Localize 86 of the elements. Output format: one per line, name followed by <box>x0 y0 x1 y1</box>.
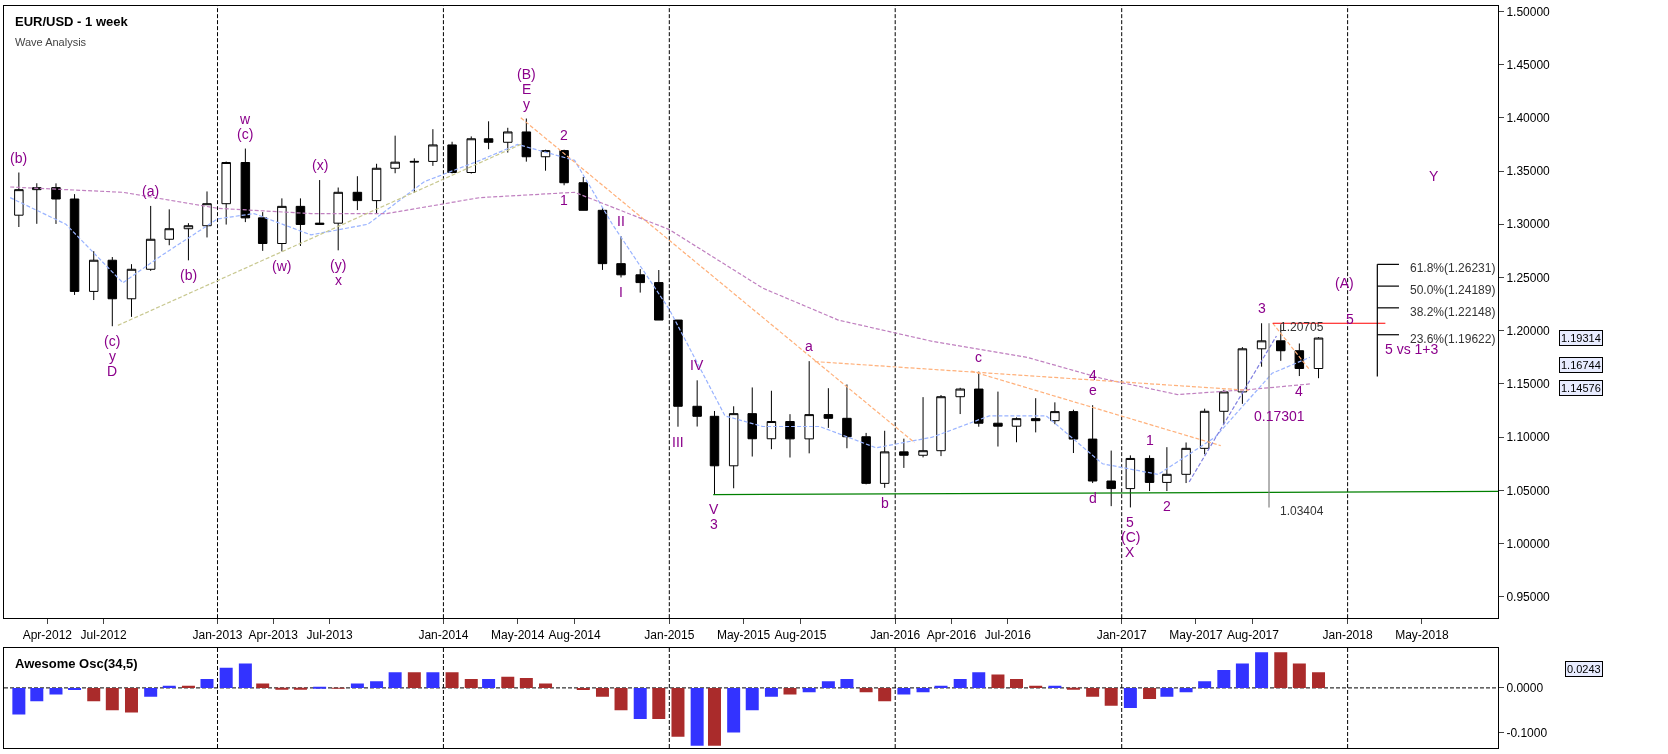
annotation: 5 <box>1126 514 1134 530</box>
annotation: 23.6%(1.19622) <box>1410 332 1496 346</box>
annotation: D <box>107 363 118 379</box>
x-tick-label: Apr-2016 <box>926 627 977 642</box>
annotation: 4 <box>1295 383 1303 399</box>
annotation: IV <box>690 357 704 373</box>
x-tick-label: Jan-2013 <box>192 627 243 642</box>
y-tick-label: 1.00000 <box>1506 536 1551 551</box>
y-tick-label: 0.95000 <box>1506 590 1551 605</box>
y-tick-label: 1.50000 <box>1506 4 1551 19</box>
annotation: II <box>617 213 625 229</box>
y-tick-label: 1.40000 <box>1506 110 1551 125</box>
annotation: 1 <box>1146 432 1154 448</box>
x-tick-label: Apr-2013 <box>248 627 299 642</box>
annotation: x <box>335 272 342 288</box>
y-tick-label: 0.0000 <box>1506 681 1544 696</box>
y-tick-label: 1.45000 <box>1506 57 1551 72</box>
annotation: X <box>1125 544 1135 560</box>
annotation: III <box>672 434 684 450</box>
annotation: I <box>619 284 623 300</box>
x-tick-label: Jul-2016 <box>984 627 1032 642</box>
x-tick-label: May-2015 <box>716 627 771 642</box>
annotation: (a) <box>142 183 160 199</box>
annotation: (A) <box>1335 275 1354 291</box>
annotation: b <box>881 495 889 511</box>
x-tick-label: May-2014 <box>490 627 545 642</box>
annotation: d <box>1089 490 1097 506</box>
text: Awesome Osc(34,5) <box>15 656 138 671</box>
annotation: Y <box>1429 168 1439 184</box>
x-tick-label: Aug-2014 <box>548 627 601 642</box>
annotation: 4 <box>1089 367 1097 383</box>
y-tick-label: 1.30000 <box>1506 217 1551 232</box>
x-tick-label: Apr-2012 <box>22 627 73 642</box>
annotation: 1.20705 <box>1280 320 1324 334</box>
annotation: 3 <box>710 516 718 532</box>
annotation: 38.2%(1.22148) <box>1410 305 1496 319</box>
annotation: E <box>522 81 532 97</box>
x-tick-label: May-2018 <box>1395 627 1449 642</box>
annotation: (C) <box>1121 529 1141 545</box>
annotation: (w) <box>272 258 292 274</box>
annotation: (B) <box>517 66 536 82</box>
annotation: (b) <box>180 267 198 283</box>
text: Wave Analysis <box>15 36 87 48</box>
text: EUR/USD - 1 week <box>15 14 129 29</box>
annotation: 61.8%(1.26231) <box>1410 261 1496 275</box>
x-tick-label: Jul-2012 <box>80 627 127 642</box>
y-tick-label: 1.15000 <box>1506 377 1551 392</box>
annotation: 2 <box>560 127 568 143</box>
annotation: (b) <box>10 150 28 166</box>
y-tick-label: -0.1000 <box>1506 725 1548 740</box>
annotation: y <box>109 348 116 364</box>
annotation: 0.17301 <box>1254 408 1305 424</box>
annotation: c <box>975 349 982 365</box>
y-tick-label: 1.20000 <box>1506 323 1551 338</box>
annotation: y <box>523 96 530 112</box>
x-tick-label: Jul-2013 <box>306 627 353 642</box>
annotation: (x) <box>312 157 329 173</box>
annotation: e <box>1089 382 1097 398</box>
text: 1.19314 <box>1561 332 1601 344</box>
y-tick-label: 1.25000 <box>1506 270 1551 285</box>
annotation: 50.0%(1.24189) <box>1410 283 1496 297</box>
x-tick-label: May-2017 <box>1169 627 1223 642</box>
annotation: 1.03404 <box>1280 504 1324 518</box>
y-tick-label: 1.10000 <box>1506 430 1551 445</box>
y-tick-label: 1.05000 <box>1506 483 1551 498</box>
text: 0.0243 <box>1567 663 1601 675</box>
annotation: 5 <box>1346 311 1354 327</box>
annotation: (y) <box>330 257 347 273</box>
annotation: a <box>805 338 813 354</box>
x-tick-label: Aug-2015 <box>774 627 827 642</box>
annotation: (c) <box>104 333 121 349</box>
x-tick-label: Aug-2017 <box>1226 627 1280 642</box>
x-tick-label: Jan-2018 <box>1322 627 1373 642</box>
text: 1.14576 <box>1561 382 1601 394</box>
x-tick-label: Jan-2014 <box>418 627 469 642</box>
annotation: (c) <box>237 126 254 142</box>
annotation: 1 <box>560 192 568 208</box>
annotation: 2 <box>1163 498 1171 514</box>
x-tick-label: Jan-2017 <box>1096 627 1148 642</box>
x-tick-label: Jan-2016 <box>870 627 921 642</box>
text: 1.16744 <box>1561 359 1601 371</box>
annotation: w <box>239 111 251 127</box>
x-tick-label: Jan-2015 <box>644 627 695 642</box>
y-tick-label: 1.35000 <box>1506 164 1551 179</box>
annotation: 3 <box>1258 300 1266 316</box>
annotation: V <box>709 501 719 517</box>
